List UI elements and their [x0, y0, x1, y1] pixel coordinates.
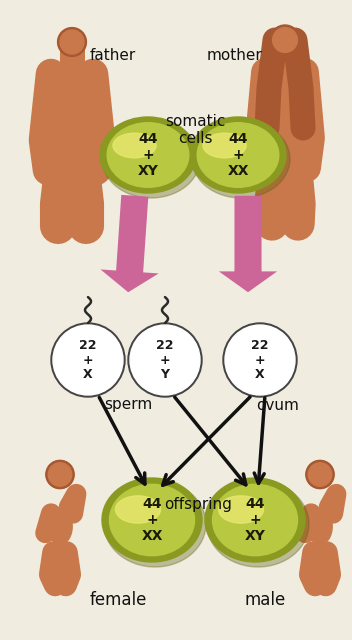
Text: 44
+
XX: 44 + XX [141, 497, 163, 543]
Ellipse shape [207, 481, 309, 567]
Ellipse shape [197, 123, 279, 188]
Ellipse shape [203, 133, 246, 158]
Text: sperm: sperm [104, 397, 152, 413]
Ellipse shape [205, 478, 305, 562]
Text: offspring: offspring [164, 497, 232, 513]
Ellipse shape [115, 496, 161, 523]
Polygon shape [265, 64, 305, 158]
Text: ovum: ovum [257, 397, 300, 413]
Ellipse shape [109, 484, 195, 556]
Text: 22
+
X: 22 + X [79, 339, 97, 381]
Circle shape [266, 84, 286, 104]
Circle shape [271, 26, 299, 54]
Circle shape [58, 28, 86, 56]
Ellipse shape [102, 478, 202, 562]
Polygon shape [50, 66, 94, 150]
Text: somatic
cells: somatic cells [165, 114, 225, 146]
Ellipse shape [53, 325, 123, 395]
Text: 44
+
XY: 44 + XY [138, 132, 158, 178]
Ellipse shape [100, 117, 196, 193]
Ellipse shape [225, 325, 295, 395]
Circle shape [308, 463, 332, 486]
Ellipse shape [213, 484, 297, 556]
Text: 44
+
XY: 44 + XY [245, 497, 265, 543]
Circle shape [270, 25, 300, 55]
Polygon shape [52, 146, 92, 170]
Polygon shape [263, 154, 307, 172]
Ellipse shape [219, 496, 264, 523]
Ellipse shape [102, 120, 200, 198]
Ellipse shape [130, 325, 200, 395]
Circle shape [48, 463, 72, 486]
Text: male: male [244, 591, 285, 609]
Text: 22
+
Y: 22 + Y [156, 339, 174, 381]
Ellipse shape [223, 323, 297, 397]
Ellipse shape [192, 120, 290, 198]
Ellipse shape [113, 133, 156, 158]
Circle shape [46, 460, 74, 488]
Circle shape [58, 28, 86, 56]
Circle shape [46, 461, 74, 488]
Ellipse shape [104, 481, 206, 567]
Circle shape [272, 28, 297, 52]
Ellipse shape [51, 323, 125, 397]
Circle shape [284, 84, 304, 104]
Text: mother: mother [207, 47, 263, 63]
Ellipse shape [128, 323, 202, 397]
Circle shape [306, 461, 334, 488]
Text: 22
+
X: 22 + X [251, 339, 269, 381]
Text: female: female [89, 591, 147, 609]
Ellipse shape [190, 117, 286, 193]
Text: 44
+
XX: 44 + XX [227, 132, 249, 178]
Ellipse shape [308, 509, 332, 545]
Circle shape [306, 460, 334, 488]
Ellipse shape [107, 123, 189, 188]
Text: father: father [90, 47, 136, 63]
Ellipse shape [48, 509, 72, 545]
Circle shape [60, 30, 84, 54]
